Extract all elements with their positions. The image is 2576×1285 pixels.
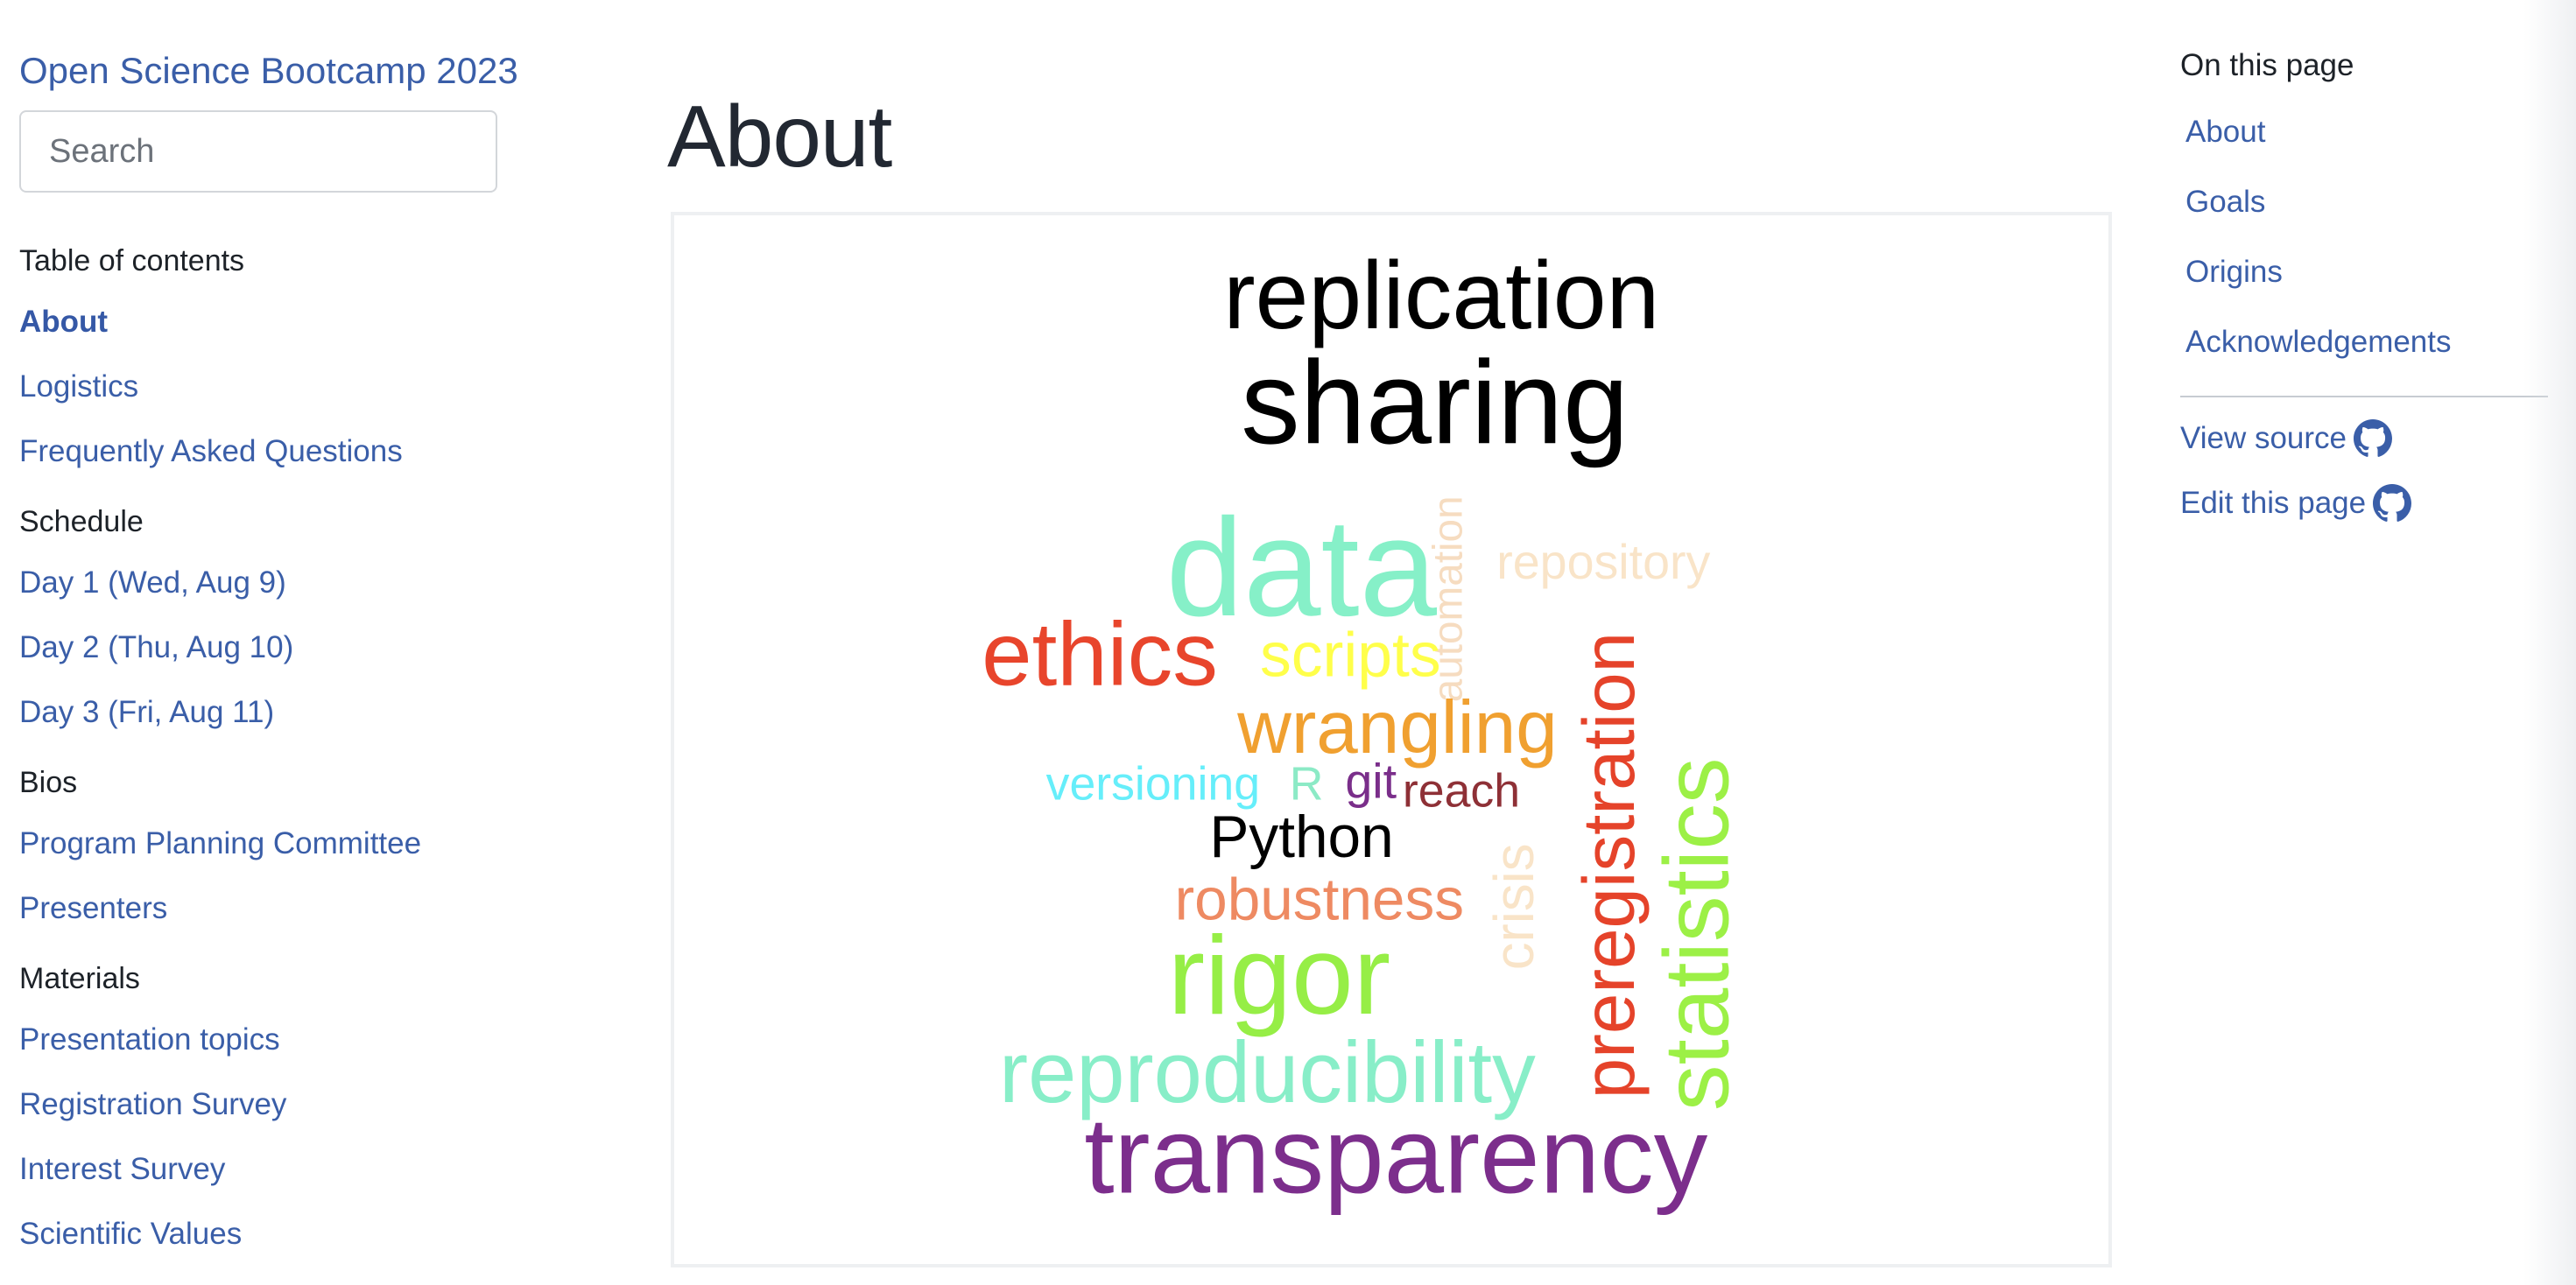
sidebar-item-logistics[interactable]: Logistics: [19, 369, 139, 404]
sidebar-item-day-3[interactable]: Day 3 (Fri, Aug 11): [19, 695, 275, 729]
word-sharing: sharing: [1241, 336, 1629, 468]
github-icon: [2373, 484, 2412, 522]
search-input[interactable]: [47, 131, 471, 172]
sidebar-item-interest-survey[interactable]: Interest Survey: [19, 1152, 226, 1186]
right-toc-divider: [2180, 396, 2548, 397]
sidebar-item-about[interactable]: About: [19, 305, 109, 339]
edit-page-label: Edit this page: [2180, 486, 2367, 520]
word-transparency: transparency: [1084, 1096, 1707, 1217]
word-rigor: rigor: [1168, 913, 1390, 1037]
edge-shadow: [2523, 0, 2576, 1285]
toc-link-acknowledgements[interactable]: Acknowledgements: [2185, 325, 2452, 359]
view-source-link[interactable]: View source: [2180, 418, 2548, 459]
word-r: R: [1290, 758, 1324, 811]
right-toc-title: On this page: [2180, 48, 2354, 82]
search-box[interactable]: [19, 110, 497, 193]
word-reach: reach: [1403, 764, 1520, 817]
sidebar-item-registration-survey[interactable]: Registration Survey: [19, 1087, 287, 1121]
github-icon: [2354, 419, 2393, 457]
toc-link-goals[interactable]: Goals: [2185, 185, 2266, 219]
word-data: data: [1166, 489, 1438, 645]
left-sidebar: Open Science Bootcamp 2023 Table of cont…: [19, 44, 562, 1252]
sidebar-heading-bios: Bios: [19, 766, 78, 799]
sidebar-heading-schedule: Schedule: [19, 505, 144, 538]
word-robustness: robustness: [1175, 867, 1464, 933]
toc-link-origins[interactable]: Origins: [2185, 255, 2283, 289]
sidebar-item-day-2[interactable]: Day 2 (Thu, Aug 10): [19, 630, 294, 664]
wordcloud-image: replication sharing data automation repo…: [982, 242, 1748, 1217]
page-title: About: [667, 88, 892, 186]
word-crisis: crisis: [1483, 843, 1545, 970]
sidebar-item-day-1[interactable]: Day 1 (Wed, Aug 9): [19, 565, 286, 600]
toc-caption: Table of contents: [19, 244, 245, 277]
sidebar-item-presentation-topics[interactable]: Presentation topics: [19, 1022, 280, 1057]
word-versioning: versioning: [1046, 758, 1260, 811]
sidebar-item-presenters[interactable]: Presenters: [19, 891, 168, 925]
word-preregistration: preregistration: [1567, 632, 1650, 1099]
word-automation: automation: [1425, 495, 1471, 702]
word-repository: repository: [1496, 535, 1710, 589]
word-python: Python: [1209, 804, 1393, 870]
word-ethics: ethics: [982, 602, 1218, 704]
word-replication: replication: [1223, 242, 1659, 349]
sidebar-item-scientific-values[interactable]: Scientific Values: [19, 1217, 243, 1251]
word-git: git: [1345, 755, 1397, 809]
sidebar-item-faq[interactable]: Frequently Asked Questions: [19, 434, 403, 468]
main-content: About replication sharing data automatio…: [667, 84, 2121, 1267]
view-source-label: View source: [2180, 421, 2347, 455]
word-scripts: scripts: [1260, 620, 1441, 690]
site-title-link[interactable]: Open Science Bootcamp 2023: [19, 50, 518, 91]
word-statistics: statistics: [1645, 758, 1748, 1112]
wordcloud-figure: replication sharing data automation repo…: [671, 212, 2112, 1267]
sidebar-heading-materials: Materials: [19, 962, 140, 995]
right-toc: On this page About Goals Origins Acknowl…: [2180, 46, 2548, 523]
toc-link-about[interactable]: About: [2185, 115, 2266, 149]
word-wrangling: wrangling: [1236, 686, 1558, 769]
edit-page-link[interactable]: Edit this page: [2180, 483, 2548, 523]
word-reproducibility: reproducibility: [999, 1024, 1536, 1121]
sidebar-item-program-planning-committee[interactable]: Program Planning Committee: [19, 826, 422, 860]
